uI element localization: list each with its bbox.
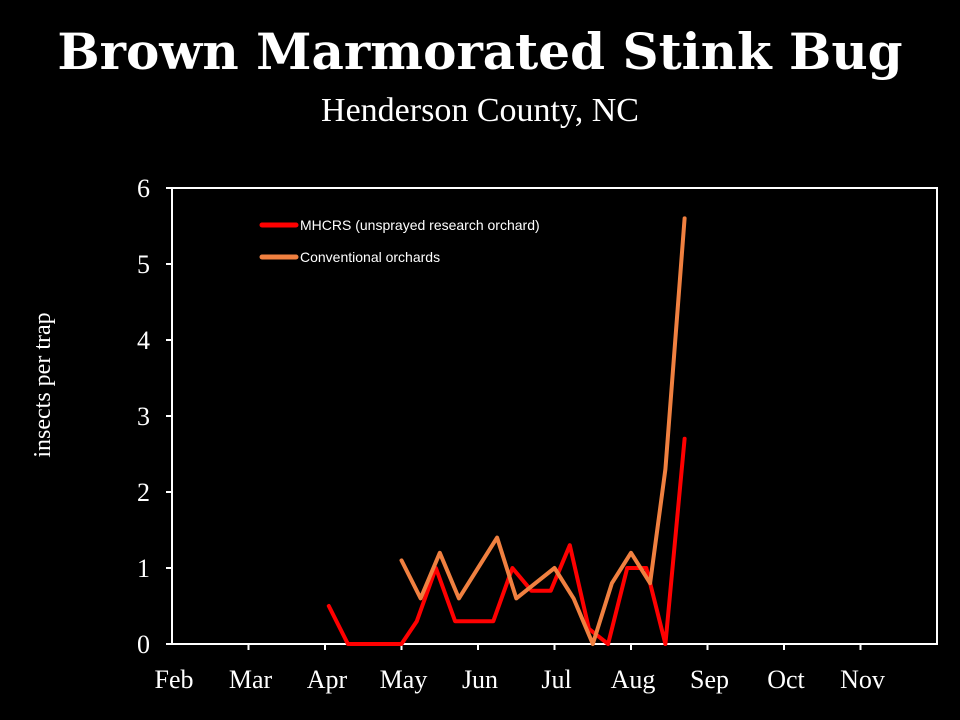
- chart-subtitle: Henderson County, NC: [321, 92, 639, 129]
- x-ticks: Feb Mar Apr May Jun Jul Aug Sep Oct Nov: [155, 644, 885, 694]
- x-tick-label: Apr: [307, 665, 348, 694]
- legend-label: Conventional orchards: [300, 249, 440, 265]
- y-tick-label: 2: [137, 478, 150, 507]
- series-lines: [326, 216, 687, 646]
- x-tick-label: Nov: [840, 665, 885, 694]
- x-tick-label: May: [380, 665, 428, 694]
- x-tick-label: Aug: [611, 665, 656, 694]
- x-tick-label: Oct: [767, 665, 805, 694]
- x-tick-label: Jun: [462, 665, 498, 694]
- y-tick-label: 4: [137, 326, 150, 355]
- series-line-0: [326, 436, 687, 646]
- x-tick-label: Feb: [155, 665, 194, 694]
- y-tick-label: 6: [137, 174, 150, 203]
- y-tick-label: 1: [137, 554, 150, 583]
- y-ticks: 0 1 2 3 4 5 6: [137, 174, 172, 659]
- x-tick-label: Mar: [229, 665, 273, 694]
- x-tick-label: Sep: [690, 665, 729, 694]
- y-tick-label: 5: [137, 250, 150, 279]
- y-axis-label: insects per trap: [30, 312, 56, 457]
- x-tick-label: Jul: [541, 665, 571, 694]
- y-tick-label: 0: [137, 630, 150, 659]
- chart-title: Brown Marmorated Stink Bug: [57, 22, 903, 81]
- series-line-1: [399, 216, 687, 646]
- legend-label: MHCRS (unsprayed research orchard): [300, 217, 540, 233]
- legend: MHCRS (unsprayed research orchard) Conven…: [259, 217, 540, 265]
- y-tick-label: 3: [137, 402, 150, 431]
